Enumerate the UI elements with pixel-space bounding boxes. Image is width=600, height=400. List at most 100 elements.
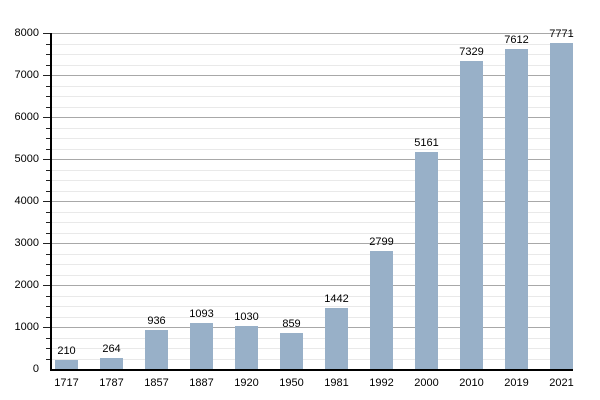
x-tick-label: 1981 [324, 377, 349, 389]
gridline-major [52, 33, 573, 34]
y-axis-tick [46, 358, 50, 360]
gridline-minor [52, 211, 573, 213]
bar: 936 1857 [144, 315, 168, 389]
gridline-minor [52, 169, 573, 171]
x-tick-label: 2021 [549, 377, 574, 389]
bar-value-label: 1442 [324, 293, 349, 306]
x-tick-label: 1717 [54, 377, 79, 389]
y-axis-tick [43, 33, 50, 34]
bar-value-label: 1093 [189, 308, 214, 321]
gridline-minor [52, 295, 573, 297]
bar: 1093 1887 [189, 308, 213, 389]
y-axis-tick [46, 274, 50, 276]
bar-value-label: 859 [282, 317, 301, 330]
gridline-minor [52, 64, 573, 66]
y-axis-tick [46, 316, 50, 318]
x-tick-label: 2000 [414, 377, 439, 389]
y-axis-tick [46, 85, 50, 87]
x-tick-label: 1887 [189, 377, 214, 389]
x-tick-label: 1857 [144, 377, 169, 389]
y-axis-tick [46, 306, 50, 307]
bar-value-label: 5161 [414, 137, 439, 150]
gridlines-layer [52, 33, 573, 369]
y-axis-tick [46, 43, 50, 45]
gridline-minor [52, 264, 573, 265]
gridline-minor [52, 337, 573, 339]
bar-value-label: 7329 [459, 46, 484, 59]
gridline-minor [52, 127, 573, 129]
bar: 859 1950 [279, 318, 303, 389]
gridline-major [52, 159, 573, 160]
y-axis-tick [46, 337, 50, 339]
y-axis-tick [43, 117, 50, 118]
x-tick-label: 1950 [279, 377, 304, 389]
gridline-major [52, 201, 573, 202]
y-axis-tick [46, 106, 50, 108]
y-tick-label: 1000 [14, 321, 39, 333]
y-tick-label: 8000 [14, 27, 39, 39]
bar: 210 1717 [54, 345, 78, 389]
gridline-minor [52, 274, 573, 276]
gridline-major [52, 285, 573, 286]
y-axis-tick [46, 264, 50, 265]
y-axis-tick [46, 96, 50, 97]
y-axis-tick [46, 127, 50, 129]
y-axis-tick [46, 64, 50, 66]
y-axis-tick [43, 285, 50, 286]
gridline-minor [52, 316, 573, 318]
plot-area: 0 1000 2000 3000 4000 5000 6000 7000 8000 210 171… [15, 27, 574, 389]
gridline-minor [52, 190, 573, 192]
gridline-minor [52, 85, 573, 87]
y-tick-label: 2000 [14, 279, 39, 291]
x-tick-label: 2019 [504, 377, 529, 389]
y-axis-tick [43, 75, 50, 76]
y-axis-tick [46, 180, 50, 181]
gridline-minor [52, 358, 573, 360]
gridline-minor [52, 106, 573, 108]
gridline-major [52, 243, 573, 244]
gridline-minor [52, 222, 573, 223]
y-axis-tick [43, 201, 50, 202]
x-tick-label: 1920 [234, 377, 259, 389]
y-axis-tick [46, 169, 50, 171]
bar-value-label: 936 [147, 314, 166, 327]
bar: 264 1787 [99, 343, 123, 389]
bar-value-label: 1030 [234, 310, 259, 323]
gridline-minor [52, 43, 573, 45]
y-tick-label: 0 [32, 363, 39, 375]
gridline-minor [52, 348, 573, 349]
y-axis-tick [43, 159, 50, 160]
y-axis-tick [43, 327, 50, 328]
bar-value-label: 2799 [369, 236, 394, 249]
y-axis-tick [46, 295, 50, 297]
y-axis-tick [46, 222, 50, 223]
gridline-minor [52, 138, 573, 139]
y-tick-label: 3000 [14, 237, 39, 249]
bar: 1030 1920 [234, 311, 258, 389]
bar: 2799 1992 [369, 236, 393, 389]
y-axis-tick [43, 243, 50, 244]
bar: 7329 2010 [459, 46, 483, 389]
gridline-minor [52, 306, 573, 307]
y-axis-tick [46, 348, 50, 349]
bar: 7771 2021 [549, 28, 573, 389]
y-tick-label: 4000 [14, 195, 39, 207]
bar-value-label: 7612 [504, 34, 529, 47]
y-axis-tick [46, 138, 50, 139]
x-tick-label: 1992 [369, 377, 394, 389]
y-tick-label: 7000 [14, 69, 39, 81]
y-axis-tick [46, 148, 50, 150]
y-axis-tick [46, 232, 50, 234]
y-tick-label: 6000 [14, 111, 39, 123]
gridline-major [52, 117, 573, 118]
gridline-minor [52, 253, 573, 255]
gridline-minor [52, 96, 573, 97]
y-axis-tick [46, 253, 50, 255]
y-axis-tick [46, 54, 50, 55]
gridline-minor [52, 54, 573, 55]
bar: 1442 1981 [324, 293, 348, 389]
y-axis: 0 1000 2000 3000 4000 5000 6000 7000 8000 [15, 27, 573, 375]
gridline-major [52, 75, 573, 76]
bar: 5161 2000 [414, 137, 438, 389]
